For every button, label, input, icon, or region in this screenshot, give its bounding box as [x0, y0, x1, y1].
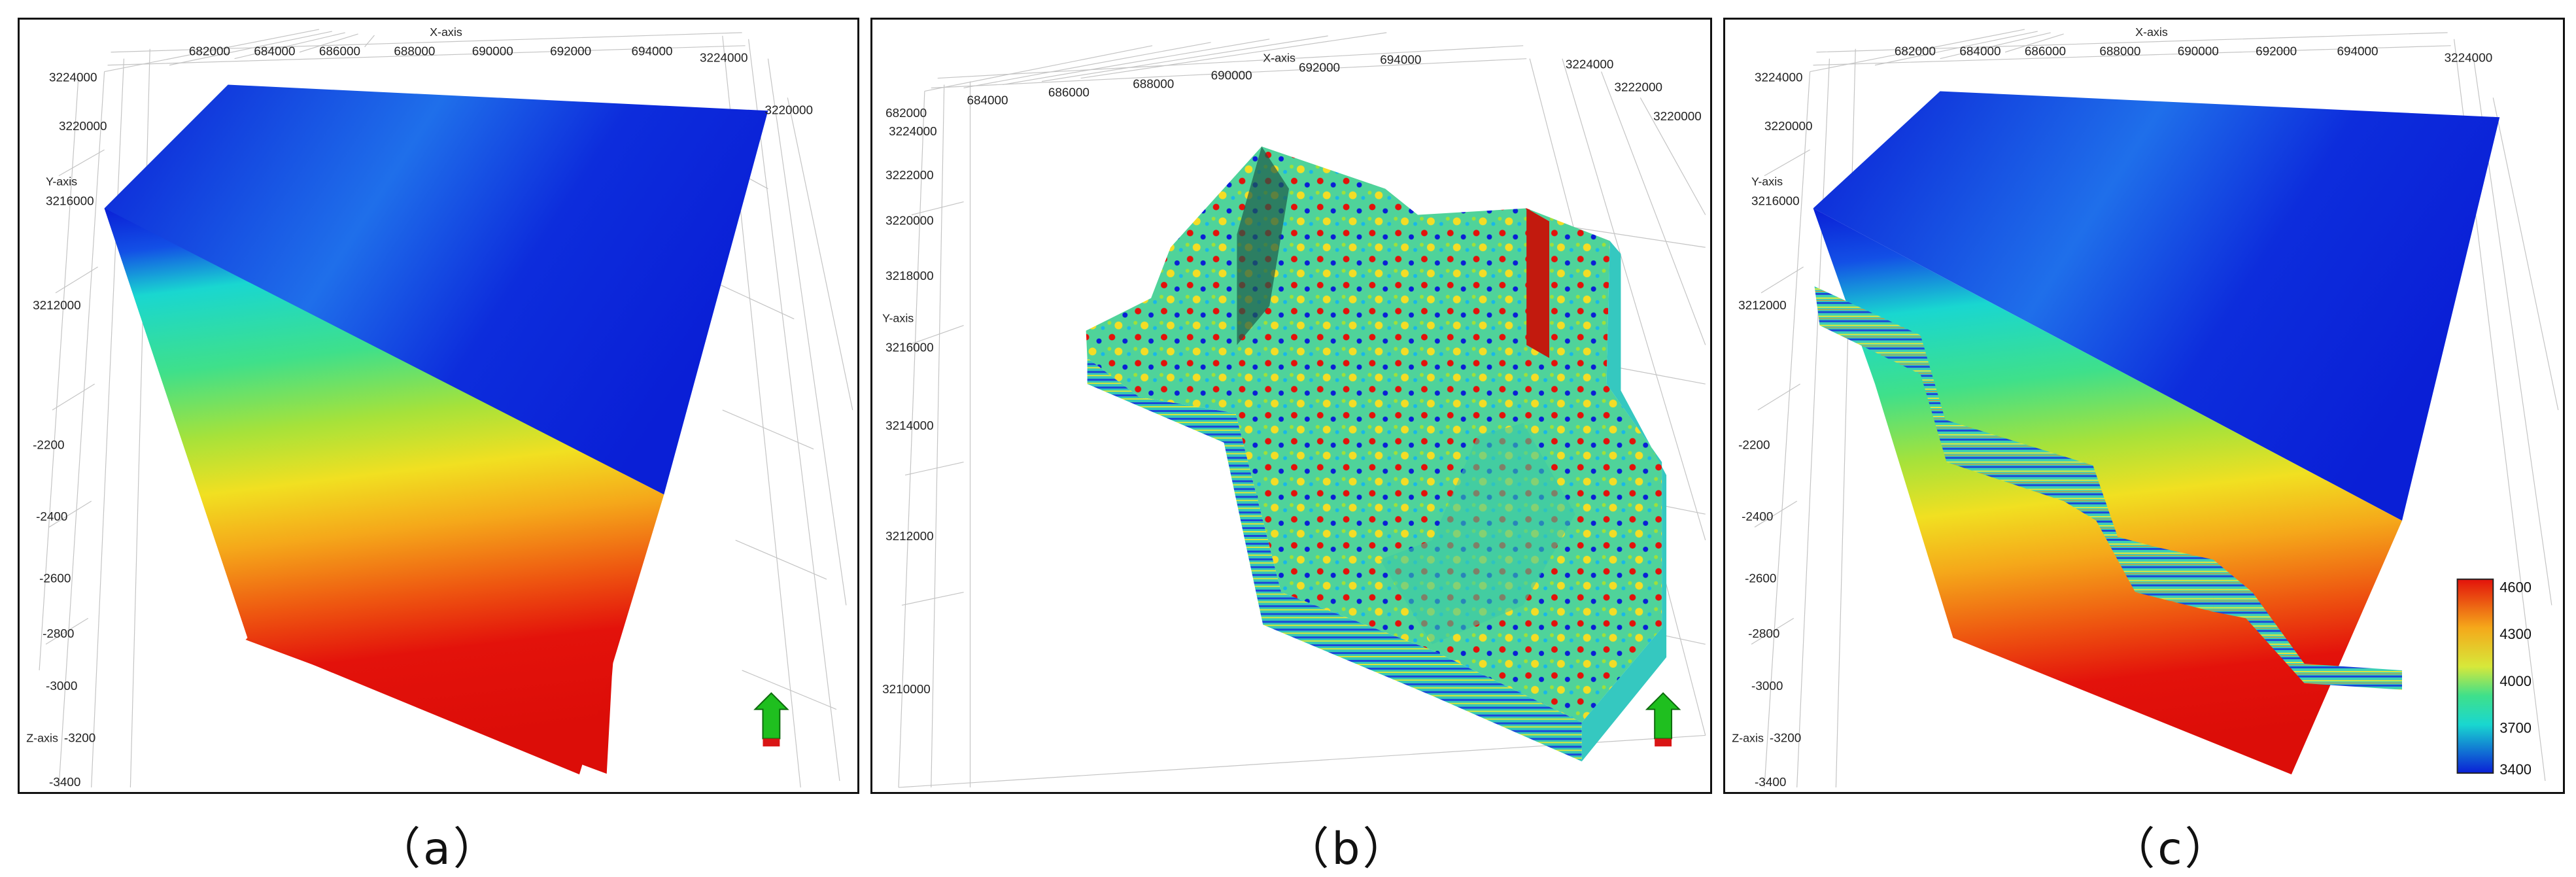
z-tick: -3200: [64, 731, 95, 745]
x-tick: 684000: [254, 45, 295, 59]
x-tick: 686000: [1048, 86, 1090, 99]
z-tick: -2600: [39, 572, 71, 586]
z-tick: -2200: [1738, 439, 1770, 453]
y-tick: 3212000: [885, 530, 934, 543]
x-tick: 694000: [2337, 45, 2379, 59]
x-tick: 682000: [1895, 45, 1936, 59]
z-axis-label: Z-axis: [26, 731, 58, 744]
y-axis-ticks: 3224000 3220000 Y-axis 3216000 3212000 3…: [33, 52, 813, 313]
colorbar-tick: 4600: [2499, 579, 2532, 596]
y-tick: 3224000: [1755, 71, 1803, 85]
x-tick: 688000: [1133, 77, 1174, 91]
z-axis-label: Z-axis: [1732, 731, 1764, 744]
x-tick: 684000: [1959, 45, 2001, 59]
caption-a: （a）: [376, 823, 500, 875]
y-tick: 3220000: [59, 120, 107, 133]
z-tick: -2400: [36, 510, 67, 524]
x-tick: 690000: [2178, 45, 2219, 59]
caption-c: （c）: [2110, 823, 2232, 875]
z-tick: -3200: [1770, 731, 1801, 745]
x-axis-ticks: X-axis 682000 684000 686000 688000 69000…: [189, 26, 673, 59]
y-tick: 3222000: [1614, 80, 1662, 94]
x-tick: 686000: [2025, 45, 2066, 59]
panel-b-canvas: X-axis 682000 684000 686000 688000 69000…: [882, 32, 1706, 788]
x-tick: 688000: [394, 45, 435, 59]
x-tick: 684000: [967, 94, 1008, 107]
y-tick: 3220000: [764, 103, 813, 117]
z-axis-ticks: -2200 -2400 -2600 -2800 -3000 Z-axis -32…: [26, 439, 95, 789]
colorbar: 4600 4300 4000 3700 3400: [2456, 578, 2532, 778]
panel-a: X-axis 682000 684000 686000 688000 69000…: [18, 18, 859, 794]
y-tick: 3210000: [882, 683, 931, 696]
x-tick: 690000: [472, 45, 513, 59]
colorbar-tick: 3400: [2499, 761, 2532, 778]
z-tick: -2800: [1748, 627, 1779, 641]
x-axis-label: X-axis: [2135, 26, 2168, 39]
caption-b: （b）: [1284, 823, 1410, 875]
z-tick: -3000: [46, 679, 77, 693]
x-tick: 692000: [2256, 45, 2297, 59]
z-tick: -2200: [33, 439, 64, 453]
x-tick: 692000: [1299, 61, 1340, 75]
z-tick: -2800: [43, 627, 74, 641]
x-tick: 682000: [885, 107, 927, 120]
x-tick: 682000: [189, 45, 230, 59]
north-arrow-icon: [1645, 692, 1681, 747]
y-tick: 3224000: [889, 125, 937, 139]
x-tick: 694000: [632, 45, 673, 59]
y-tick: 3218000: [885, 269, 934, 283]
z-tick: -3000: [1751, 679, 1783, 693]
y-axis-ticks: 3224000 3222000 3220000 3218000 Y-axis 3…: [882, 58, 1702, 696]
panel-b: X-axis 682000 684000 686000 688000 69000…: [870, 18, 1712, 794]
panel-c: X-axis 682000 684000 686000 688000 69000…: [1723, 18, 2565, 794]
z-axis-ticks: -2200 -2400 -2600 -2800 -3000 Z-axis -32…: [1732, 439, 1801, 789]
north-arrow-icon: [753, 692, 789, 747]
x-axis-label: X-axis: [1263, 52, 1296, 65]
y-tick: 3216000: [1751, 195, 1800, 209]
y-axis-ticks: 3224000 3220000 Y-axis 3216000 3212000 3…: [1738, 52, 2492, 313]
seismic-body-b: [1086, 146, 1667, 762]
y-axis-label: Y-axis: [46, 175, 77, 188]
y-tick: 3212000: [1738, 299, 1787, 313]
colorbar-tick: 3700: [2499, 719, 2532, 736]
y-tick: 3214000: [885, 419, 934, 433]
x-axis-ticks: X-axis 682000 684000 686000 688000 69000…: [1895, 26, 2379, 59]
y-tick: 3224000: [49, 71, 97, 85]
z-tick: -3400: [1755, 776, 1786, 789]
z-tick: -2400: [1742, 510, 1773, 524]
x-tick: 690000: [1211, 69, 1252, 83]
y-tick: 3220000: [1764, 120, 1813, 133]
x-tick: 686000: [319, 45, 360, 59]
z-tick: -2600: [1745, 572, 1776, 586]
panel-a-canvas: X-axis 682000 684000 686000 688000 69000…: [26, 26, 853, 789]
y-axis-label: Y-axis: [1751, 175, 1783, 188]
y-tick: 3216000: [885, 341, 934, 354]
colorbar-tick: 4000: [2499, 673, 2532, 689]
x-tick: 694000: [1380, 54, 1421, 67]
x-tick: 688000: [2099, 45, 2140, 59]
z-tick: -3400: [49, 776, 80, 789]
y-tick: 3224000: [1566, 58, 1614, 72]
panel-c-canvas: X-axis 682000 684000 686000 688000 69000…: [1732, 26, 2559, 789]
y-axis-label: Y-axis: [882, 312, 914, 325]
y-tick: 3220000: [885, 214, 934, 228]
x-axis-label: X-axis: [430, 26, 462, 39]
y-tick: 3216000: [46, 195, 94, 209]
x-tick: 692000: [550, 45, 591, 59]
y-tick: 3212000: [33, 299, 81, 313]
colorbar-tick: 4300: [2499, 626, 2532, 642]
y-tick: 3224000: [2445, 52, 2493, 65]
y-tick: 3222000: [885, 169, 934, 182]
x-axis-ticks: X-axis 682000 684000 686000 688000 69000…: [885, 52, 1421, 121]
velocity-block-a: [104, 84, 768, 775]
velocity-block-c: [1813, 91, 2500, 775]
y-tick: 3224000: [700, 52, 748, 65]
y-tick: 3220000: [1653, 110, 1702, 124]
